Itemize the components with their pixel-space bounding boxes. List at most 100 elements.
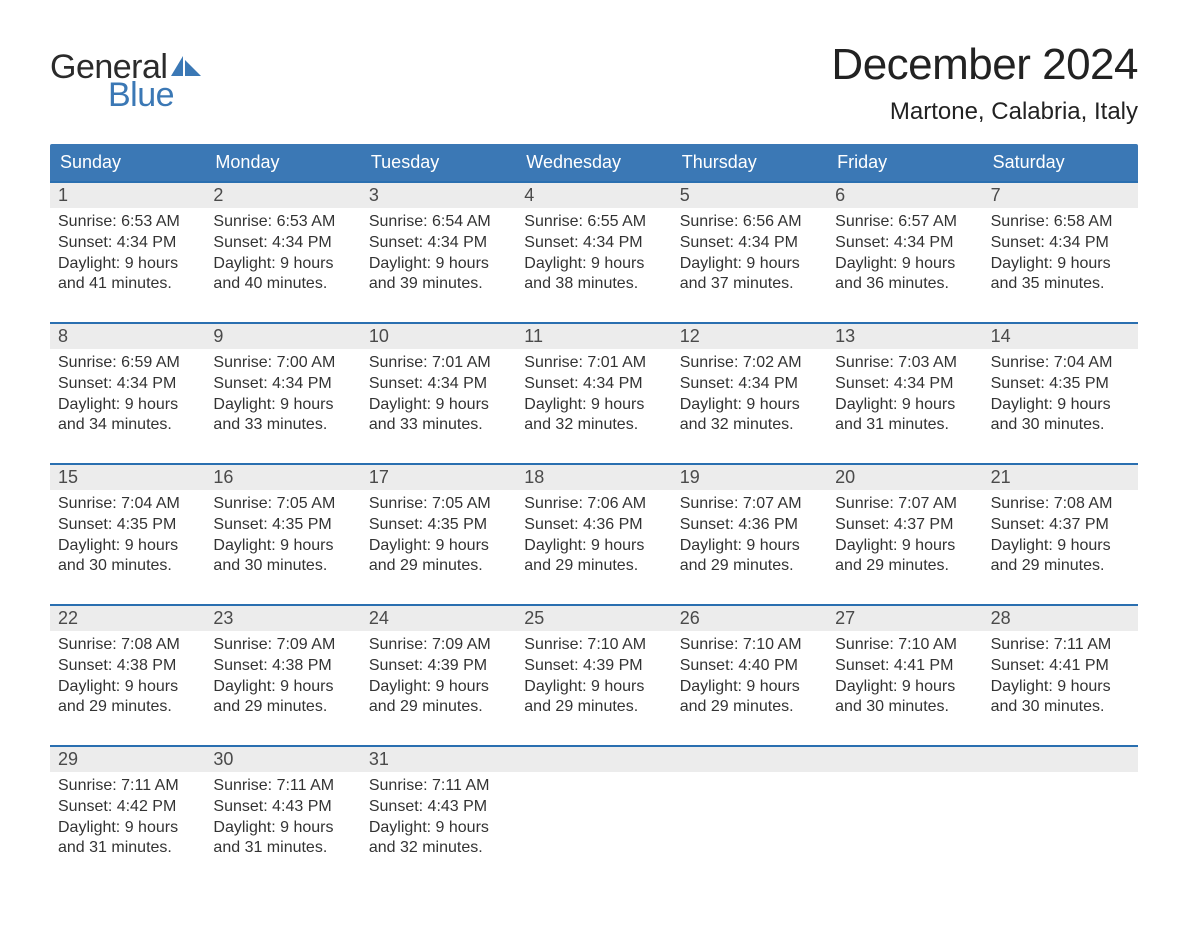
sunset-text: Sunset: 4:38 PM xyxy=(213,656,352,677)
daylight-line2: and 30 minutes. xyxy=(991,697,1130,718)
daylight-line1: Daylight: 9 hours xyxy=(213,536,352,557)
sunrise-text: Sunrise: 7:10 AM xyxy=(680,635,819,656)
daylight-line1: Daylight: 9 hours xyxy=(58,395,197,416)
sunrise-text: Sunrise: 7:11 AM xyxy=(369,776,508,797)
sunrise-text: Sunrise: 7:04 AM xyxy=(991,353,1130,374)
sunset-text: Sunset: 4:34 PM xyxy=(369,374,508,395)
sunrise-text: Sunrise: 7:03 AM xyxy=(835,353,974,374)
day-number: 18 xyxy=(516,465,671,490)
sunrise-text: Sunrise: 7:02 AM xyxy=(680,353,819,374)
daylight-line1: Daylight: 9 hours xyxy=(991,536,1130,557)
day-cell: Sunrise: 6:53 AMSunset: 4:34 PMDaylight:… xyxy=(50,208,205,304)
day-cell: Sunrise: 7:08 AMSunset: 4:38 PMDaylight:… xyxy=(50,631,205,727)
calendar-week: 293031Sunrise: 7:11 AMSunset: 4:42 PMDay… xyxy=(50,745,1138,868)
daylight-line2: and 30 minutes. xyxy=(213,556,352,577)
daylight-line2: and 29 minutes. xyxy=(524,556,663,577)
day-number: 6 xyxy=(827,183,982,208)
daylight-line1: Daylight: 9 hours xyxy=(213,395,352,416)
day-number xyxy=(983,747,1138,772)
day-number: 21 xyxy=(983,465,1138,490)
calendar-week: 891011121314Sunrise: 6:59 AMSunset: 4:34… xyxy=(50,322,1138,445)
day-number: 12 xyxy=(672,324,827,349)
day-number: 22 xyxy=(50,606,205,631)
daylight-line2: and 30 minutes. xyxy=(991,415,1130,436)
sunset-text: Sunset: 4:36 PM xyxy=(680,515,819,536)
daylight-line1: Daylight: 9 hours xyxy=(58,677,197,698)
daylight-line1: Daylight: 9 hours xyxy=(58,254,197,275)
sunrise-text: Sunrise: 7:07 AM xyxy=(835,494,974,515)
daynum-bar: 22232425262728 xyxy=(50,604,1138,631)
sunset-text: Sunset: 4:43 PM xyxy=(369,797,508,818)
sunrise-text: Sunrise: 7:00 AM xyxy=(213,353,352,374)
sunset-text: Sunset: 4:34 PM xyxy=(58,374,197,395)
day-number: 14 xyxy=(983,324,1138,349)
calendar-week: 22232425262728Sunrise: 7:08 AMSunset: 4:… xyxy=(50,604,1138,727)
daylight-line2: and 39 minutes. xyxy=(369,274,508,295)
daylight-line1: Daylight: 9 hours xyxy=(680,254,819,275)
sunrise-text: Sunrise: 7:04 AM xyxy=(58,494,197,515)
daylight-line2: and 29 minutes. xyxy=(524,697,663,718)
daynum-bar: 1234567 xyxy=(50,181,1138,208)
daylight-line2: and 32 minutes. xyxy=(680,415,819,436)
day-number: 20 xyxy=(827,465,982,490)
day-cell xyxy=(827,772,982,868)
daylight-line2: and 31 minutes. xyxy=(835,415,974,436)
daylight-line2: and 29 minutes. xyxy=(680,556,819,577)
day-cell: Sunrise: 7:06 AMSunset: 4:36 PMDaylight:… xyxy=(516,490,671,586)
day-cell: Sunrise: 6:56 AMSunset: 4:34 PMDaylight:… xyxy=(672,208,827,304)
day-number: 15 xyxy=(50,465,205,490)
daylight-line2: and 29 minutes. xyxy=(213,697,352,718)
day-cell: Sunrise: 7:02 AMSunset: 4:34 PMDaylight:… xyxy=(672,349,827,445)
daylight-line1: Daylight: 9 hours xyxy=(835,677,974,698)
day-cell: Sunrise: 7:04 AMSunset: 4:35 PMDaylight:… xyxy=(983,349,1138,445)
sunset-text: Sunset: 4:36 PM xyxy=(524,515,663,536)
sunrise-text: Sunrise: 7:09 AM xyxy=(213,635,352,656)
day-cell: Sunrise: 7:07 AMSunset: 4:37 PMDaylight:… xyxy=(827,490,982,586)
sunrise-text: Sunrise: 7:11 AM xyxy=(58,776,197,797)
month-title: December 2024 xyxy=(831,40,1138,90)
weekday-label: Wednesday xyxy=(516,144,671,181)
day-cell: Sunrise: 6:58 AMSunset: 4:34 PMDaylight:… xyxy=(983,208,1138,304)
daylight-line1: Daylight: 9 hours xyxy=(369,677,508,698)
day-number: 27 xyxy=(827,606,982,631)
daylight-line1: Daylight: 9 hours xyxy=(524,677,663,698)
day-cell: Sunrise: 7:11 AMSunset: 4:41 PMDaylight:… xyxy=(983,631,1138,727)
daylight-line1: Daylight: 9 hours xyxy=(369,536,508,557)
weekday-label: Thursday xyxy=(672,144,827,181)
daylight-line2: and 29 minutes. xyxy=(369,556,508,577)
daylight-line1: Daylight: 9 hours xyxy=(524,536,663,557)
sunrise-text: Sunrise: 7:11 AM xyxy=(213,776,352,797)
daylight-line1: Daylight: 9 hours xyxy=(369,254,508,275)
day-number: 17 xyxy=(361,465,516,490)
daylight-line2: and 29 minutes. xyxy=(835,556,974,577)
day-number: 3 xyxy=(361,183,516,208)
daylight-line1: Daylight: 9 hours xyxy=(369,395,508,416)
daylight-line2: and 30 minutes. xyxy=(58,556,197,577)
sunset-text: Sunset: 4:35 PM xyxy=(369,515,508,536)
daylight-line2: and 30 minutes. xyxy=(835,697,974,718)
sunset-text: Sunset: 4:34 PM xyxy=(213,374,352,395)
daynum-bar: 15161718192021 xyxy=(50,463,1138,490)
sunrise-text: Sunrise: 7:11 AM xyxy=(991,635,1130,656)
day-cell: Sunrise: 7:01 AMSunset: 4:34 PMDaylight:… xyxy=(516,349,671,445)
daylight-line1: Daylight: 9 hours xyxy=(680,395,819,416)
sunrise-text: Sunrise: 7:10 AM xyxy=(835,635,974,656)
daylight-line2: and 36 minutes. xyxy=(835,274,974,295)
day-cell: Sunrise: 7:10 AMSunset: 4:41 PMDaylight:… xyxy=(827,631,982,727)
daylight-line2: and 29 minutes. xyxy=(58,697,197,718)
logo-text-blue: Blue xyxy=(108,78,203,112)
day-cell: Sunrise: 7:07 AMSunset: 4:36 PMDaylight:… xyxy=(672,490,827,586)
day-cell: Sunrise: 7:08 AMSunset: 4:37 PMDaylight:… xyxy=(983,490,1138,586)
day-number: 2 xyxy=(205,183,360,208)
sunrise-text: Sunrise: 6:56 AM xyxy=(680,212,819,233)
sunset-text: Sunset: 4:41 PM xyxy=(835,656,974,677)
sunrise-text: Sunrise: 6:57 AM xyxy=(835,212,974,233)
day-number: 10 xyxy=(361,324,516,349)
sunset-text: Sunset: 4:34 PM xyxy=(524,374,663,395)
weekday-header: Sunday Monday Tuesday Wednesday Thursday… xyxy=(50,144,1138,181)
weekday-label: Saturday xyxy=(983,144,1138,181)
day-number: 23 xyxy=(205,606,360,631)
day-number: 19 xyxy=(672,465,827,490)
sunset-text: Sunset: 4:37 PM xyxy=(835,515,974,536)
day-number: 13 xyxy=(827,324,982,349)
